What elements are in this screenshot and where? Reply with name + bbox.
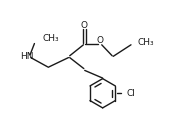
Text: O: O: [81, 21, 88, 30]
Text: CH₃: CH₃: [43, 34, 59, 43]
Text: HN: HN: [20, 52, 33, 61]
Text: O: O: [97, 36, 104, 45]
Text: Cl: Cl: [126, 89, 135, 98]
Text: CH₃: CH₃: [137, 38, 154, 47]
